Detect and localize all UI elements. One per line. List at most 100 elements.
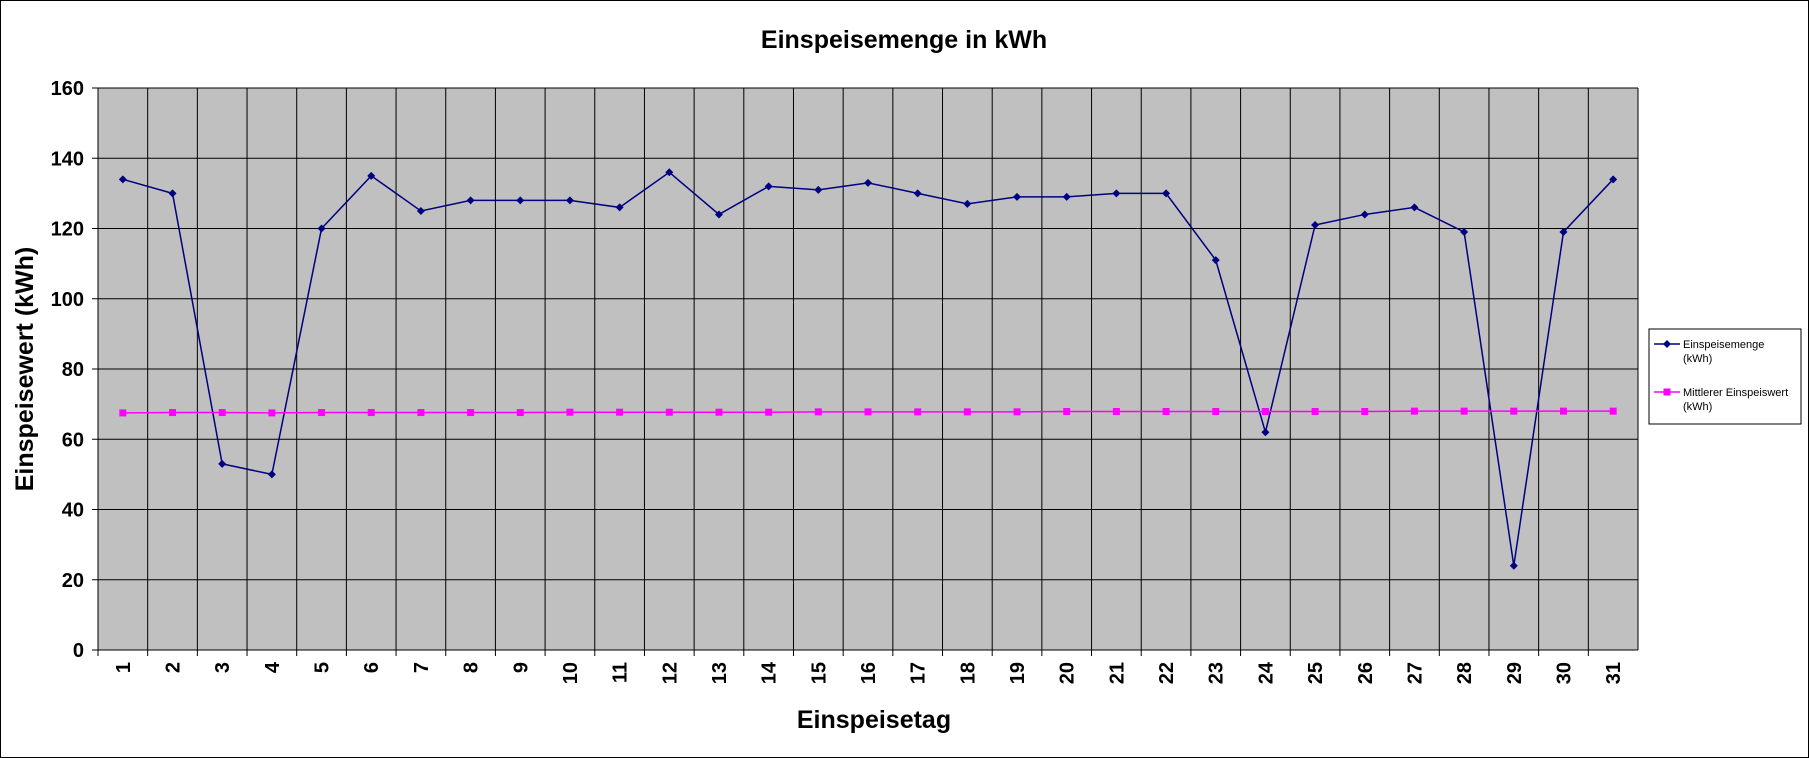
y-tick-label: 140 [51, 148, 84, 170]
legend: Einspeisemenge (kWh) Mittlerer Einspeiswer… [1648, 328, 1802, 425]
x-tick-label: 10 [560, 662, 582, 684]
data-point [1062, 192, 1071, 201]
legend-label: Mittlerer Einspeiswert [1683, 387, 1788, 399]
data-point [1311, 220, 1320, 229]
x-tick-label: 14 [759, 661, 781, 684]
data-point [1261, 428, 1270, 437]
legend-label: (kWh) [1683, 401, 1712, 413]
data-point [1013, 408, 1021, 416]
y-tick-label: 60 [62, 429, 84, 451]
legend-label: (kWh) [1683, 353, 1712, 365]
data-point [1509, 561, 1518, 570]
data-point [963, 408, 971, 416]
x-tick-label: 18 [957, 662, 979, 684]
data-point [417, 409, 425, 417]
data-point [268, 409, 276, 417]
data-point [416, 206, 425, 215]
x-tick-label: 19 [1007, 662, 1029, 684]
y-axis-ticks: 0 20 40 60 80 100 120 140 160 [51, 78, 98, 662]
x-tick-label: 26 [1355, 662, 1377, 684]
y-tick-label: 120 [51, 219, 84, 241]
x-tick-label: 20 [1057, 662, 1079, 684]
x-tick-label: 3 [212, 662, 234, 673]
series-lines [118, 168, 1618, 570]
data-point [615, 203, 624, 212]
data-point [467, 409, 475, 417]
data-point [1063, 408, 1071, 416]
data-point [367, 409, 375, 417]
x-tick-label: 21 [1106, 662, 1128, 684]
data-point [1112, 408, 1120, 416]
x-tick-label: 23 [1206, 662, 1228, 684]
x-tick-label: 25 [1305, 662, 1327, 684]
x-tick-label: 28 [1454, 662, 1476, 684]
x-tick-label: 11 [610, 662, 632, 683]
data-point [1261, 408, 1269, 416]
x-tick-label: 1 [113, 662, 135, 673]
x-tick-label: 17 [908, 662, 930, 684]
data-point [218, 459, 227, 468]
data-point [864, 408, 872, 416]
x-axis-ticks: 1 2 3 4 5 6 7 8 9 10 11 12 13 14 15 16 17 18 19 20 21 22 23 24 2… [97, 650, 1625, 684]
legend-label: Einspeisemenge [1683, 339, 1764, 351]
data-point [1013, 192, 1022, 201]
data-point [1311, 408, 1319, 416]
data-point [864, 178, 872, 187]
y-tick-label: 100 [51, 289, 84, 311]
x-tick-label: 4 [262, 661, 284, 673]
x-tick-label: 6 [361, 662, 383, 673]
data-point [516, 196, 525, 205]
data-point [218, 409, 226, 417]
data-point [516, 409, 524, 417]
x-tick-label: 9 [510, 662, 532, 673]
x-tick-label: 31 [1603, 662, 1625, 684]
data-point [616, 408, 624, 416]
x-tick-label: 24 [1255, 661, 1277, 684]
x-tick-label: 5 [312, 662, 334, 673]
y-tick-label: 40 [62, 500, 84, 522]
data-point [665, 408, 673, 416]
data-point [913, 189, 922, 198]
data-point [665, 168, 674, 177]
data-point [1212, 408, 1220, 416]
x-tick-label: 29 [1504, 662, 1526, 684]
data-point [814, 408, 822, 416]
x-tick-label: 30 [1553, 662, 1575, 684]
x-tick-label: 2 [163, 662, 185, 673]
x-tick-label: 7 [411, 662, 433, 673]
y-tick-label: 0 [73, 640, 84, 662]
data-point [318, 409, 326, 417]
data-point [1460, 407, 1468, 415]
legend-marker [1663, 340, 1671, 348]
y-tick-label: 20 [62, 570, 84, 592]
x-tick-label: 15 [808, 662, 830, 684]
x-tick-label: 27 [1404, 662, 1426, 684]
data-point [168, 189, 177, 198]
x-axis-title: Einspeisetag [797, 706, 951, 734]
data-point [1162, 189, 1171, 198]
data-point [119, 409, 127, 417]
data-point [169, 409, 177, 417]
data-point [914, 408, 922, 416]
data-point [765, 408, 773, 416]
data-point [1410, 203, 1419, 212]
data-point [466, 196, 475, 205]
x-tick-label: 13 [709, 662, 731, 684]
x-tick-label: 12 [659, 662, 681, 684]
x-tick-label: 22 [1156, 662, 1178, 684]
data-point [1162, 408, 1170, 416]
legend-marker [1663, 388, 1671, 396]
data-point [1609, 407, 1617, 415]
data-point [1361, 408, 1369, 416]
data-point [1112, 189, 1121, 198]
data-point [963, 199, 972, 208]
y-tick-label: 80 [62, 359, 84, 381]
legend-box [1648, 328, 1802, 425]
data-point [118, 175, 127, 184]
chart-title: Einspeisemenge in kWh [761, 26, 1047, 54]
data-point [1460, 228, 1469, 237]
x-tick-label: 16 [858, 662, 880, 684]
data-point [367, 171, 376, 180]
